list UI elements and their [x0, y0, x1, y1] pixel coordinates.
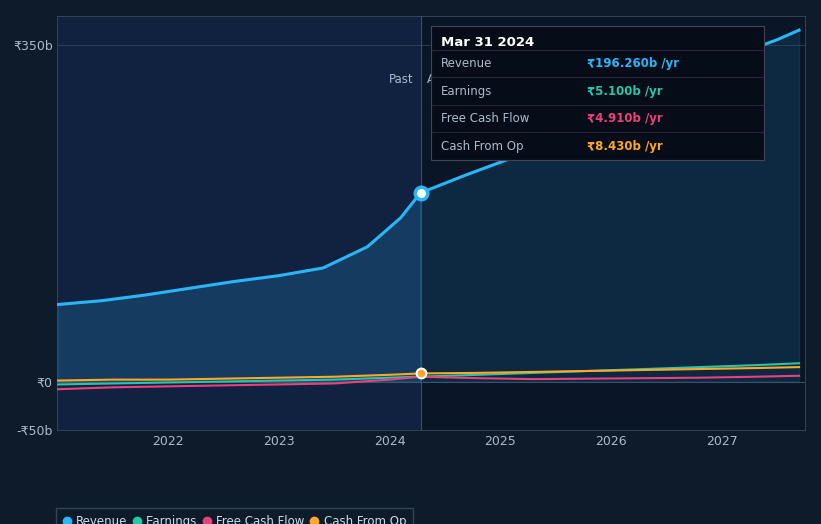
Text: ₹4.910b /yr: ₹4.910b /yr [587, 112, 663, 125]
Legend: Revenue, Earnings, Free Cash Flow, Cash From Op: Revenue, Earnings, Free Cash Flow, Cash … [56, 508, 413, 524]
Text: ₹5.100b /yr: ₹5.100b /yr [587, 84, 663, 97]
Bar [420, 16, 805, 430]
Text: ₹196.260b /yr: ₹196.260b /yr [587, 57, 679, 70]
Text: Cash From Op: Cash From Op [441, 139, 523, 152]
Text: Free Cash Flow: Free Cash Flow [441, 112, 530, 125]
Bar [57, 16, 420, 430]
Text: Analysts Forecasts: Analysts Forecasts [427, 73, 537, 86]
Text: Earnings: Earnings [441, 84, 493, 97]
Text: Revenue: Revenue [441, 57, 493, 70]
Text: Mar 31 2024: Mar 31 2024 [441, 36, 534, 49]
Text: ₹8.430b /yr: ₹8.430b /yr [587, 139, 663, 152]
Text: Past: Past [389, 73, 414, 86]
